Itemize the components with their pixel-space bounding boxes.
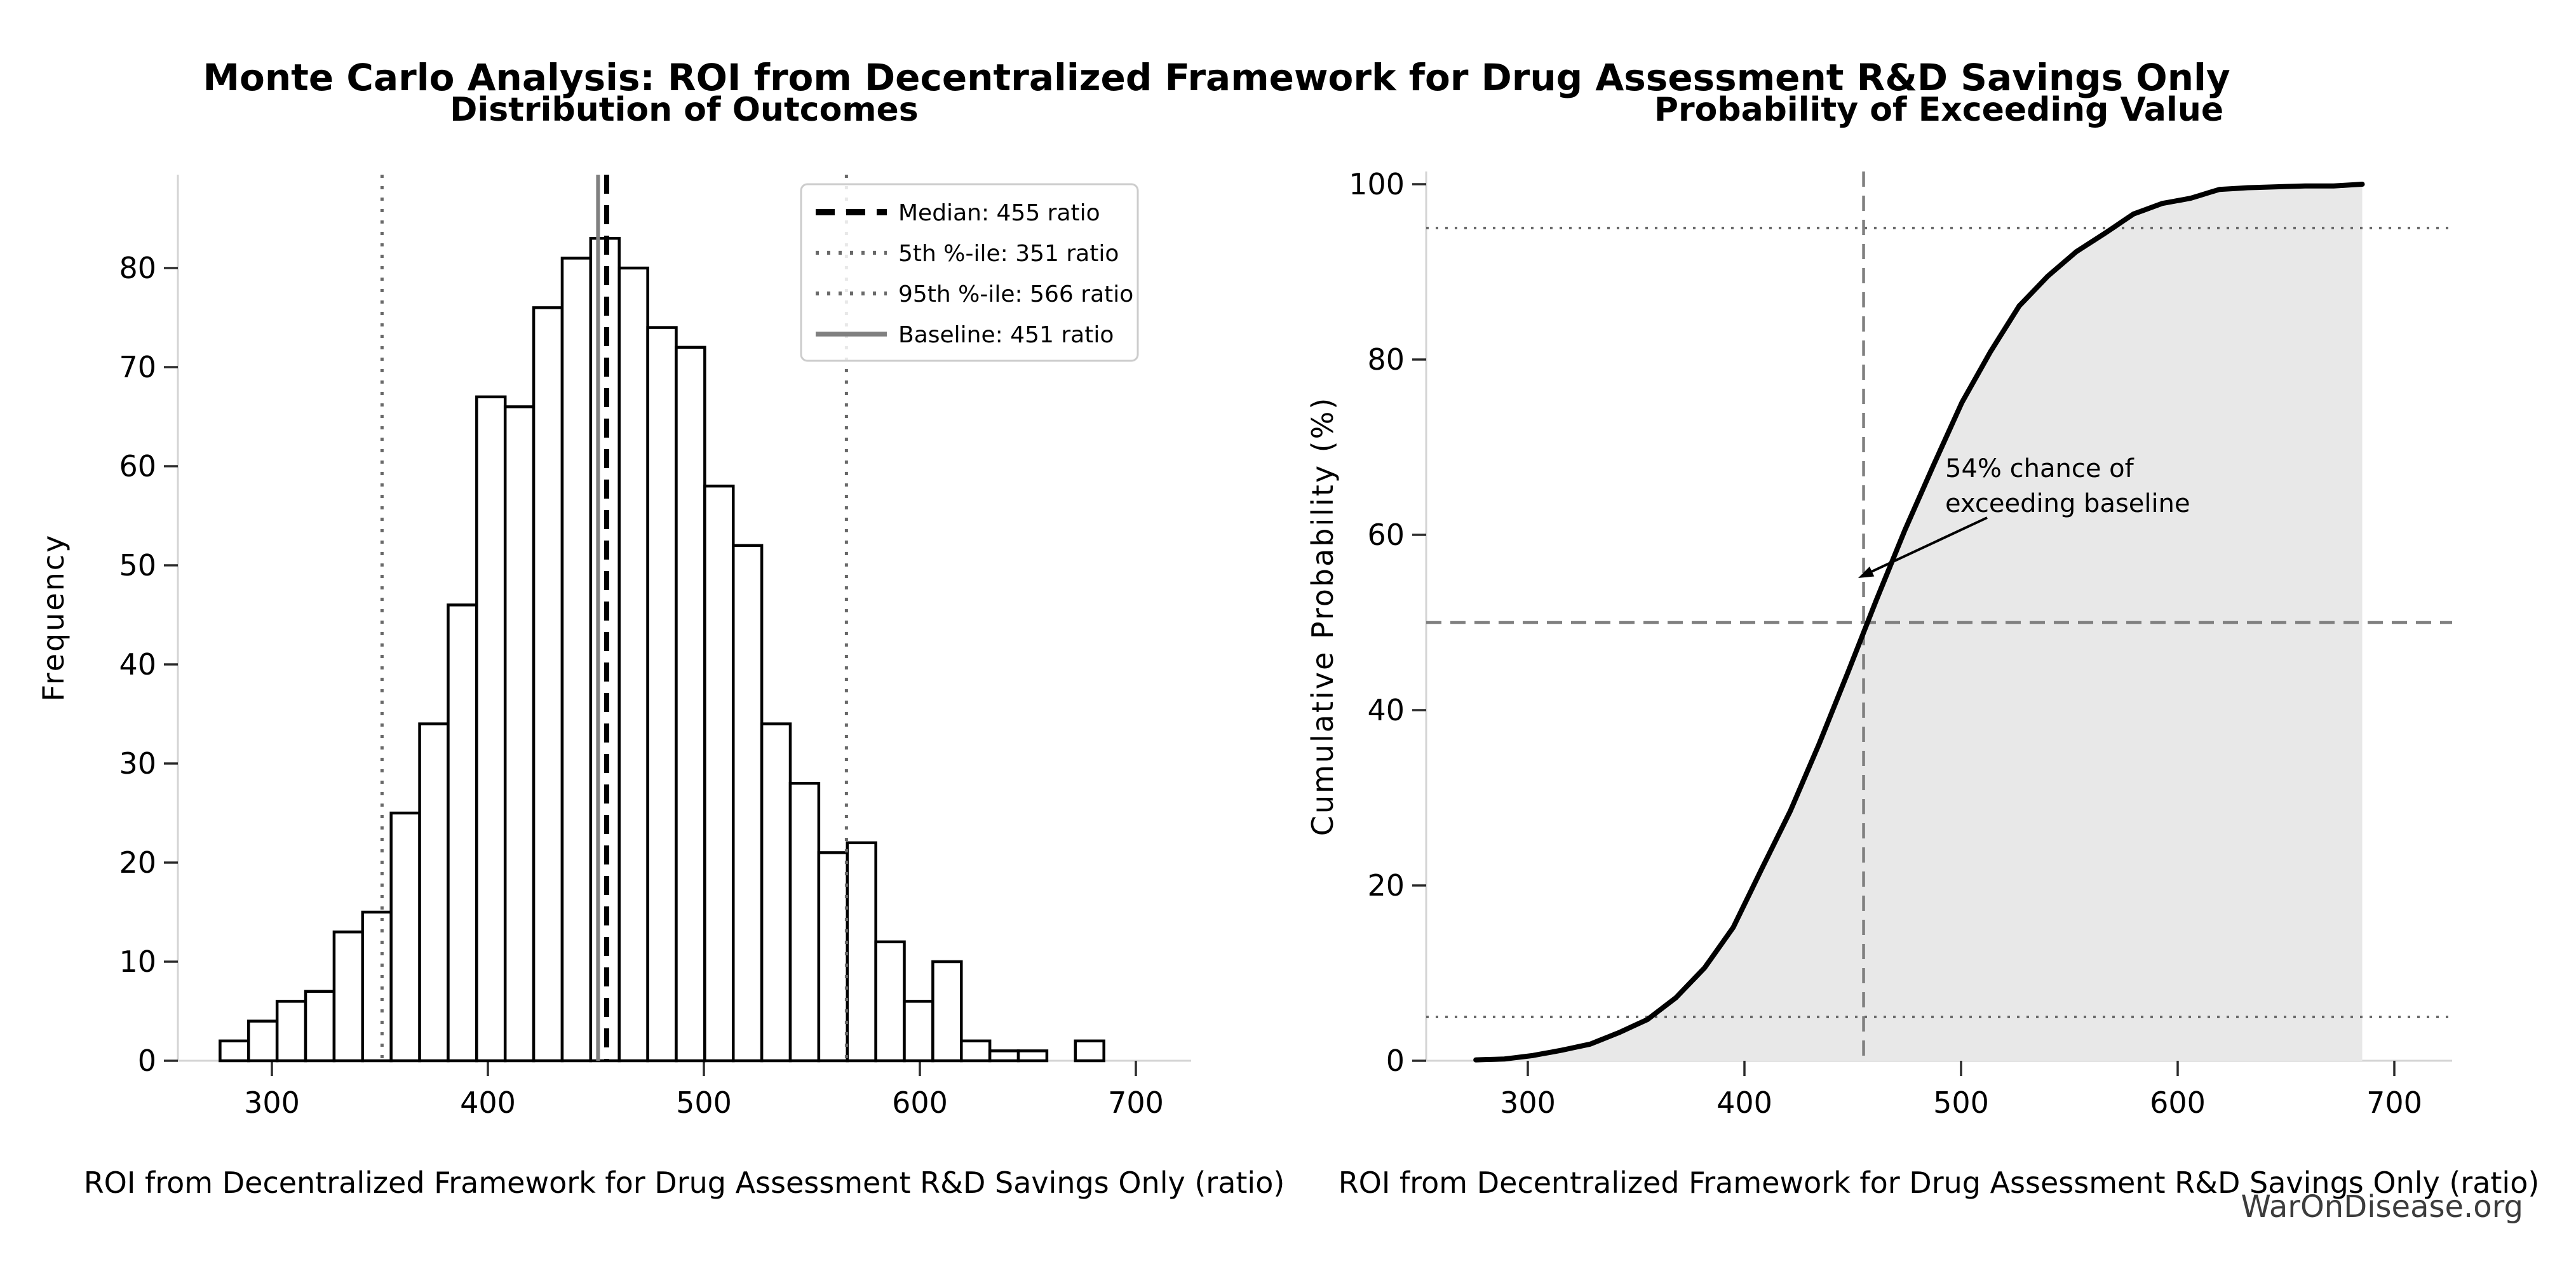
x-tick-label: 600 — [2150, 1086, 2206, 1120]
x-tick-label: 600 — [892, 1086, 948, 1120]
histogram-bar — [560, 257, 593, 1063]
x-tick-label: 700 — [2366, 1086, 2422, 1120]
histogram-bar — [532, 306, 564, 1063]
histogram-bar — [418, 722, 450, 1063]
y-tick-label: 80 — [1367, 342, 1405, 377]
histogram-bar — [988, 1049, 1020, 1063]
histogram-bar — [760, 722, 792, 1063]
cdf-title: Probability of Exceeding Value — [1654, 91, 2223, 129]
legend-box — [800, 183, 1139, 362]
histogram-bar — [788, 781, 821, 1063]
histogram-bar — [1074, 1039, 1105, 1063]
y-tick-label: 60 — [1367, 518, 1405, 552]
y-tick-label: 50 — [119, 548, 156, 582]
histogram-bar — [447, 603, 478, 1063]
histogram-title: Distribution of Outcomes — [450, 91, 919, 129]
histogram-bar — [361, 910, 393, 1063]
x-tick-label: 700 — [1108, 1086, 1164, 1120]
y-tick-label: 60 — [119, 449, 156, 483]
histogram-bar — [275, 1000, 307, 1063]
y-tick-label: 0 — [1386, 1044, 1405, 1078]
x-tick-label: 300 — [244, 1086, 300, 1120]
y-tick-label: 80 — [119, 251, 156, 285]
histogram-bar — [874, 940, 906, 1063]
legend: Median: 455 ratio 5th %-ile: 351 ratio 95t… — [800, 183, 1139, 362]
y-tick-label: 20 — [119, 845, 156, 880]
histogram-bar — [931, 960, 963, 1063]
histogram-axes: 300 400 500 600 700 0 10 20 30 40 50 60 70 80 — [119, 175, 1191, 1120]
x-tick-label: 500 — [676, 1086, 732, 1120]
cdf-yaxis-label: Cumulative Probability (%) — [1305, 396, 1340, 837]
main-title: Monte Carlo Analysis: ROI from Decentral… — [203, 56, 2230, 99]
y-tick-label: 70 — [119, 350, 156, 384]
histogram-bar — [731, 544, 764, 1063]
watermark: WarOnDisease.org — [2241, 1189, 2523, 1225]
histogram-xaxis-label: ROI from Decentralized Framework for Dru… — [84, 1166, 1285, 1200]
annotation-arrow-line — [1871, 516, 1988, 573]
x-tick-label: 400 — [1716, 1086, 1772, 1120]
legend-item-label: 95th %-ile: 566 ratio — [898, 281, 1133, 307]
histogram-bar — [389, 811, 421, 1063]
histogram-bar — [332, 930, 365, 1063]
y-tick-label: 30 — [119, 746, 156, 781]
histogram-bar — [304, 990, 336, 1063]
histogram-bar — [675, 346, 706, 1063]
annotation-text-line2: exceeding baseline — [1945, 489, 2190, 518]
histogram-yaxis-label: Frequency — [36, 534, 71, 702]
annotation-text-line1: 54% chance of — [1945, 454, 2134, 483]
legend-item-label: Baseline: 451 ratio — [898, 322, 1114, 348]
y-tick-label: 100 — [1349, 167, 1405, 201]
cdf-axes: 300 400 500 600 700 0 20 40 60 80 100 — [1349, 167, 2452, 1120]
histogram-bar — [219, 1039, 250, 1063]
histogram-bar — [817, 851, 849, 1063]
histogram-bar — [503, 405, 536, 1063]
y-tick-label: 40 — [1367, 693, 1405, 727]
cdf-xaxis-label: ROI from Decentralized Framework for Dru… — [1339, 1166, 2540, 1200]
legend-item-label: 5th %-ile: 351 ratio — [898, 241, 1119, 267]
x-tick-label: 400 — [460, 1086, 516, 1120]
histogram-bar — [646, 326, 678, 1063]
histogram-bar — [1016, 1049, 1049, 1063]
histogram-bar — [960, 1039, 992, 1063]
cdf-curve — [1473, 182, 2365, 1063]
histogram-bar — [475, 395, 507, 1063]
y-tick-label: 20 — [1367, 868, 1405, 903]
x-tick-label: 300 — [1500, 1086, 1556, 1120]
histogram-bar — [703, 484, 735, 1063]
x-tick-label: 500 — [1933, 1086, 1989, 1120]
histogram-bar — [617, 266, 649, 1063]
annotation-arrowhead — [1858, 567, 1875, 578]
y-tick-label: 0 — [138, 1044, 156, 1078]
histogram-bar — [247, 1019, 279, 1063]
histogram-bar — [903, 1000, 934, 1063]
cdf-plot: Probability of Exceeding Value 300 400 500… — [1305, 91, 2539, 1200]
histogram-plot: Distribution of Outcomes 300 400 500 600 700… — [36, 91, 1285, 1200]
histogram-bar — [846, 841, 877, 1063]
y-tick-label: 10 — [119, 945, 156, 979]
annotation: 54% chance of exceeding baseline — [1858, 454, 2190, 578]
legend-item-label: Median: 455 ratio — [898, 200, 1100, 226]
y-tick-label: 40 — [119, 647, 156, 682]
